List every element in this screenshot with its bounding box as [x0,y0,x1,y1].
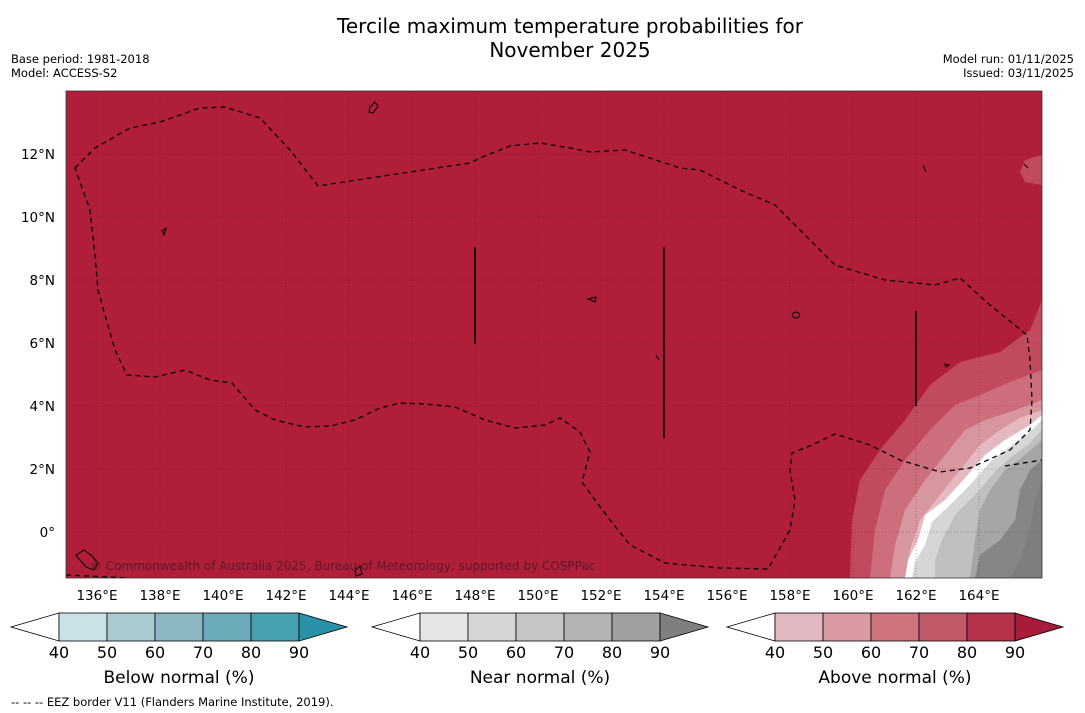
colorbar-tick-label: 80 [240,643,262,662]
lat-tick-label: 4°N [30,399,55,415]
lon-tick-label: 136°E [76,588,117,604]
colorbar-tick-label: 80 [601,643,623,662]
island-9 [655,354,660,361]
lon-tick-label: 142°E [265,588,306,604]
lon-tick-label: 156°E [706,588,747,604]
colorbar-tick-label: 50 [812,643,834,662]
lon-tick-label: 160°E [832,588,873,604]
island-2 [161,226,167,237]
title-line-1: Tercile maximum temperature probabilitie… [337,14,803,38]
colorbar [9,612,349,642]
shade-near-80 [1010,480,1042,578]
colorbar-low-extend [9,612,60,642]
title-line-2: November 2025 [489,38,651,62]
colorbar-tick-label: 70 [192,643,214,662]
lon-tick-label: 146°E [391,588,432,604]
base-period: Base period: 1981-2018 [11,52,150,66]
lon-tick-label: 150°E [517,588,558,604]
lat-tick-label: 12°N [21,147,55,163]
island-5 [944,363,951,368]
shade-spot [1020,155,1042,185]
colorbar-tick-label: 50 [96,643,118,662]
colorbar-tick-label: 70 [908,643,930,662]
colorbar-title: Below normal (%) [103,668,255,688]
island-1 [368,101,379,114]
lon-tick-label: 152°E [580,588,621,604]
island-10 [922,164,927,173]
footer-note: -- -- -- EEZ border V11 (Flanders Marine… [11,695,334,709]
colorbar-segment [870,612,920,642]
colorbar [370,612,710,642]
colorbar-low-extend [370,612,421,642]
lon-tick-label: 138°E [139,588,180,604]
meta-left: Base period: 1981-2018 Model: ACCESS-S2 [11,52,150,80]
colorbar-tick-label: 40 [409,643,431,662]
colorbar-segment [563,612,613,642]
lat-tick-label: 8°N [30,273,55,289]
lat-tick-label: 0° [40,525,55,541]
map-frame [65,90,1043,579]
lat-tick-label: 2°N [30,462,55,478]
colorbar-segment [467,612,517,642]
colorbar-segment [774,612,824,642]
model-name: Model: ACCESS-S2 [11,66,118,80]
colorbar-tick-label: 50 [457,643,479,662]
longitude-labels: 136°E 138°E 140°E 142°E 144°E 146°E 148°E 150°E… [76,588,999,604]
colorbar-tick-label: 90 [288,643,310,662]
lon-tick-label: 162°E [895,588,936,604]
colorbar-segment [419,612,469,642]
island-6 [75,549,99,571]
colorbars [9,612,1065,642]
colorbar-segment [250,612,300,642]
colorbar-segment [515,612,565,642]
colorbar-high-extend [659,612,710,642]
lon-tick-label: 140°E [202,588,243,604]
copyright-notice: © Commonwealth of Australia 2025, Bureau… [90,559,595,573]
island-7 [354,565,363,577]
eez-border-east [1004,459,1042,467]
eez-border-west [66,574,131,578]
colorbar-tick-label: 70 [553,643,575,662]
colorbar-segment [822,612,872,642]
lon-tick-label: 154°E [643,588,684,604]
colorbar-tick-label: 60 [505,643,527,662]
issued-date: Issued: 03/11/2025 [963,66,1074,80]
colorbar [725,612,1065,642]
colorbar-tick-label: 80 [956,643,978,662]
lon-tick-label: 164°E [958,588,999,604]
colorbar-segment [966,612,1016,642]
island-4 [792,311,800,319]
colorbar-tick-label: 60 [860,643,882,662]
latitude-labels: 12°N 10°N 8°N 6°N 4°N 2°N 0° [21,147,55,541]
colorbar-segment [202,612,252,642]
colorbar-high-extend [298,612,349,642]
colorbar-tick-label: 40 [764,643,786,662]
colorbar-high-extend [1014,612,1065,642]
colorbar-title: Above normal (%) [818,668,972,688]
colorbar-tick-label: 90 [649,643,671,662]
lon-tick-label: 158°E [769,588,810,604]
colorbar-segment [154,612,204,642]
colorbar-segment [106,612,156,642]
island-8 [1023,163,1029,169]
colorbar-tick-label: 40 [48,643,70,662]
colorbar-tick-label: 90 [1004,643,1026,662]
island-3 [586,296,597,303]
lat-tick-label: 10°N [21,210,55,226]
model-run: Model run: 01/11/2025 [942,52,1074,66]
colorbar-segment [58,612,108,642]
lat-tick-label: 6°N [30,336,55,352]
colorbar-segment [611,612,661,642]
colorbar-tick-label: 60 [144,643,166,662]
colorbar-title: Near normal (%) [469,668,611,688]
colorbar-low-extend [725,612,776,642]
lon-tick-label: 148°E [454,588,495,604]
map-title: Tercile maximum temperature probabilitie… [0,14,1085,62]
meta-right: Model run: 01/11/2025 Issued: 03/11/2025 [943,52,1074,80]
colorbar-segment [918,612,968,642]
lon-tick-label: 144°E [328,588,369,604]
